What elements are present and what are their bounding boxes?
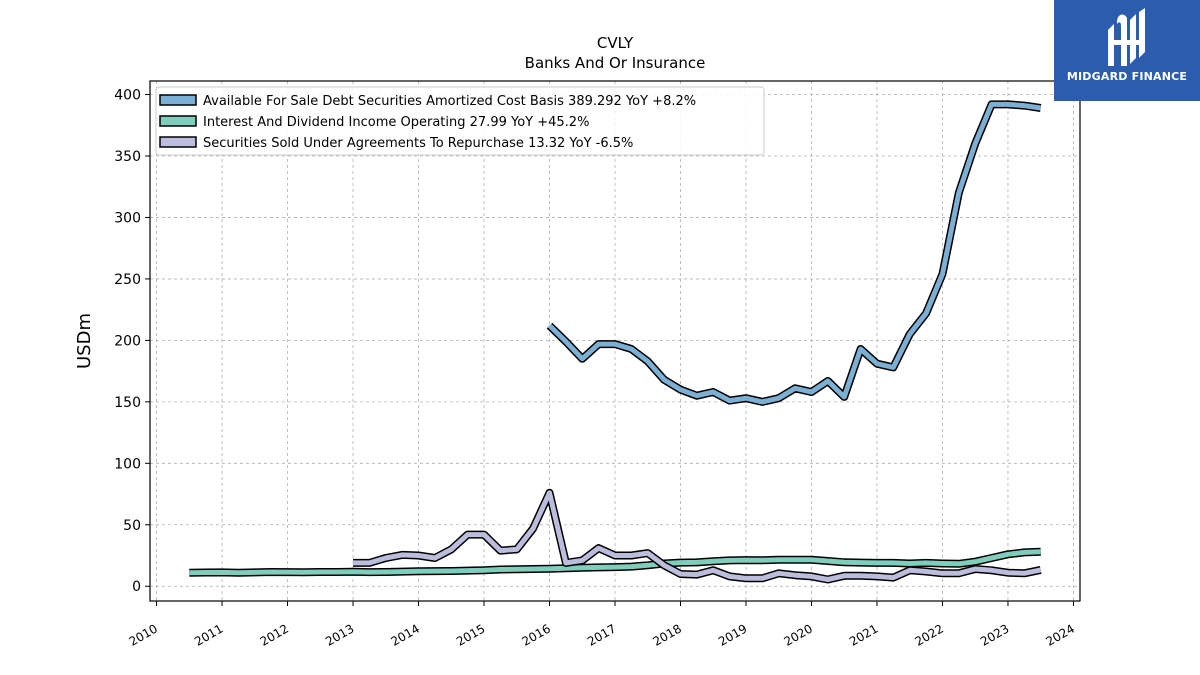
x-tick-label: 2012 bbox=[258, 621, 291, 648]
legend-entry: Available For Sale Debt Securities Amort… bbox=[203, 94, 696, 109]
chart-title: CVLY bbox=[597, 34, 634, 52]
y-tick-label: 300 bbox=[114, 210, 141, 226]
legend-entry: Securities Sold Under Agreements To Repu… bbox=[203, 136, 633, 151]
legend-swatch bbox=[159, 115, 197, 127]
legend-swatch bbox=[159, 94, 197, 106]
x-tick-label: 2011 bbox=[192, 621, 225, 648]
x-tick-label: 2016 bbox=[520, 621, 553, 648]
y-axis-label: USDm bbox=[74, 313, 95, 369]
x-tick-label: 2021 bbox=[847, 621, 880, 648]
midgard-logo-icon bbox=[1108, 8, 1145, 66]
y-tick-label: 150 bbox=[114, 395, 141, 411]
x-tick-label: 2023 bbox=[978, 621, 1011, 648]
series-1-line bbox=[547, 101, 1042, 405]
series-3-line bbox=[353, 490, 1042, 582]
x-tick-label: 2024 bbox=[1043, 621, 1076, 648]
x-tick-label: 2018 bbox=[651, 621, 684, 648]
y-tick-label: 250 bbox=[114, 272, 141, 288]
x-tick-label: 2015 bbox=[454, 621, 487, 648]
x-tick-label: 2017 bbox=[585, 621, 618, 648]
x-tick-label: 2020 bbox=[782, 621, 815, 648]
legend-entry: Interest And Dividend Income Operating 2… bbox=[203, 115, 589, 130]
y-tick-label: 100 bbox=[114, 456, 141, 472]
legend-swatch bbox=[159, 136, 197, 148]
y-tick-label: 0 bbox=[132, 579, 141, 595]
y-tick-label: 50 bbox=[123, 518, 141, 534]
x-tick-label: 2019 bbox=[716, 621, 749, 648]
legend: Available For Sale Debt Securities Amort… bbox=[155, 86, 765, 156]
brand-logo: MIDGARD FINANCE bbox=[1054, 0, 1200, 101]
y-tick-label: 400 bbox=[114, 88, 141, 104]
y-tick-label: 200 bbox=[114, 333, 141, 349]
chart-subtitle: Banks And Or Insurance bbox=[525, 54, 706, 72]
legend-box bbox=[155, 86, 765, 156]
x-tick-label: 2010 bbox=[127, 621, 160, 648]
y-tick-label: 350 bbox=[114, 149, 141, 165]
x-tick-label: 2014 bbox=[389, 621, 422, 648]
x-tick-label: 2022 bbox=[913, 621, 946, 648]
series-2-line bbox=[189, 549, 1041, 576]
series-lines bbox=[189, 100, 1042, 584]
x-tick-label: 2013 bbox=[323, 621, 356, 648]
brand-name: MIDGARD FINANCE bbox=[1066, 70, 1188, 83]
